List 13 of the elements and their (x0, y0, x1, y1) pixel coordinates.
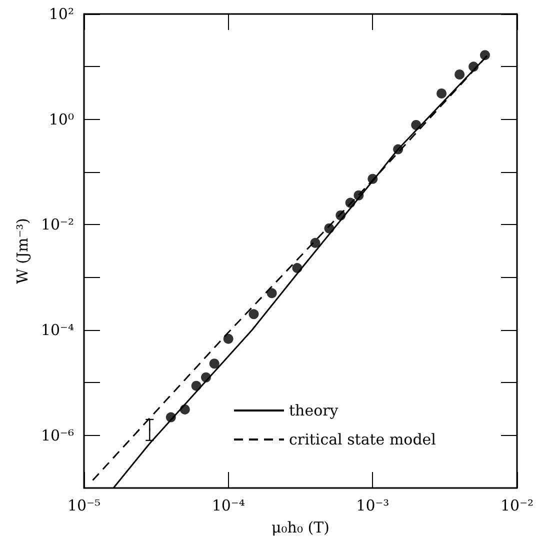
y-tick-label: 10² (48, 5, 74, 23)
y-tick-label: 10⁻² (40, 216, 74, 234)
x-axis-title: μ₀h₀ (T) (272, 518, 330, 536)
y-tick-label: 10⁰ (48, 110, 74, 128)
x-tick-label: 10⁻² (500, 496, 534, 514)
legend-label: critical state model (289, 430, 436, 448)
x-tick-label: 10⁻³ (356, 496, 390, 514)
y-tick-label: 10⁻⁶ (40, 426, 74, 444)
x-tick-label: 10⁻⁴ (212, 496, 245, 514)
x-tick-label: 10⁻⁵ (67, 496, 101, 514)
y-tick-label: 10⁻⁴ (40, 321, 74, 339)
legend-label: theory (289, 402, 339, 420)
y-axis-title: W (Jm⁻³) (14, 218, 32, 284)
